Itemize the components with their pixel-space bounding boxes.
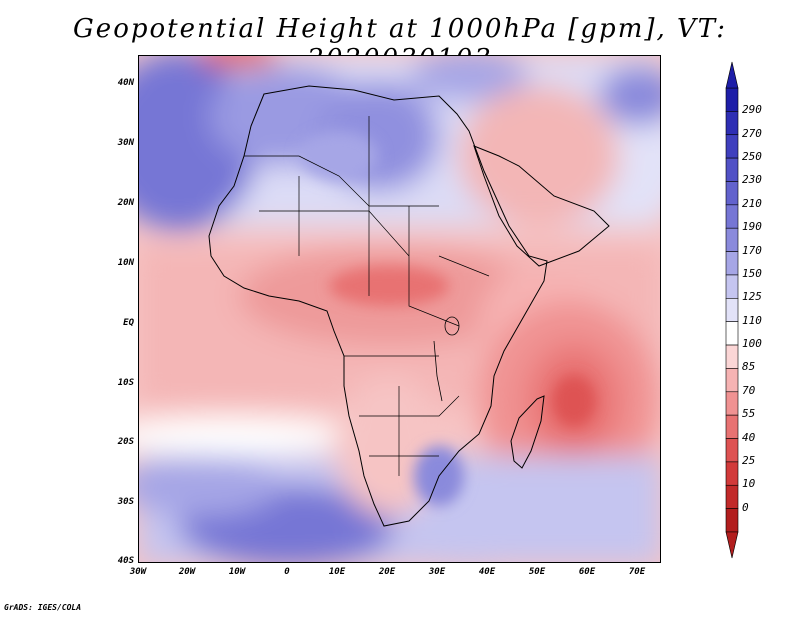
- lon-label-10w: 10W: [228, 567, 246, 577]
- lat-label-40n: 40N: [117, 78, 134, 88]
- colorbar-level-label: 0: [742, 500, 749, 514]
- colorbar-swatch: [725, 251, 739, 276]
- lat-label-20n: 20N: [117, 198, 134, 208]
- colorbar-level-label: 150: [742, 266, 762, 280]
- country-borders: [244, 116, 490, 476]
- madagascar-coastline: [510, 395, 545, 469]
- lon-label-20e: 20E: [378, 567, 396, 577]
- colorbar-swatch: [725, 321, 739, 346]
- colorbar: [725, 61, 739, 559]
- field-shading: [139, 56, 660, 562]
- lat-label-10s: 10S: [117, 378, 134, 388]
- lat-label-20s: 20S: [117, 437, 134, 447]
- colorbar-level-label: 55: [742, 407, 756, 421]
- colorbar-swatch: [725, 274, 739, 299]
- colorbar-swatch: [725, 181, 739, 206]
- africa-coastline: [208, 85, 548, 527]
- lon-label-70e: 70E: [628, 567, 646, 577]
- colorbar-swatch: [725, 227, 739, 252]
- field-detail: [299, 131, 596, 506]
- colorbar-level-label: 110: [742, 313, 762, 327]
- lat-label-eq: EQ: [123, 318, 134, 328]
- colorbar-swatch: [725, 157, 739, 182]
- colorbar-level-label: 210: [742, 196, 762, 210]
- lon-label-40e: 40E: [478, 567, 496, 577]
- colorbar-level-label: 170: [742, 243, 762, 257]
- lon-label-60e: 60E: [578, 567, 596, 577]
- colorbar-level-label: 190: [742, 220, 762, 234]
- arabia-coastline: [473, 145, 610, 267]
- colorbar-swatch: [725, 134, 739, 159]
- colorbar-level-label: 100: [742, 337, 762, 351]
- colorbar-level-label: 70: [742, 383, 756, 397]
- lat-label-30n: 30N: [117, 138, 134, 148]
- colorbar-swatch: [725, 414, 739, 439]
- colorbar-level-label: 10: [742, 477, 756, 491]
- colorbar-swatch: [725, 111, 739, 136]
- lat-label-40s: 40S: [117, 556, 134, 566]
- colorbar-swatch: [725, 461, 739, 486]
- lakes: [433, 316, 460, 402]
- colorbar-max-arrow: [725, 61, 739, 89]
- lon-label-10e: 10E: [328, 567, 346, 577]
- colorbar-swatch: [725, 87, 739, 112]
- colorbar-level-label: 290: [742, 103, 762, 117]
- lon-label-0: 0: [284, 567, 290, 577]
- lon-label-50e: 50E: [528, 567, 546, 577]
- colorbar-level-label: 40: [742, 430, 756, 444]
- colorbar-swatch: [725, 344, 739, 369]
- map-panel: [138, 55, 661, 563]
- colorbar-swatch: [725, 391, 739, 416]
- colorbar-level-label: 250: [742, 150, 762, 164]
- colorbar-swatch: [725, 484, 739, 509]
- colorbar-level-label: 230: [742, 173, 762, 187]
- lat-label-10n: 10N: [117, 258, 134, 268]
- colorbar-level-label: 125: [742, 290, 762, 304]
- colorbar-swatch: [725, 204, 739, 229]
- lat-label-30s: 30S: [117, 497, 134, 507]
- colorbar-swatch: [725, 298, 739, 322]
- lon-label-20w: 20W: [178, 567, 196, 577]
- colorbar-swatch: [725, 508, 739, 533]
- colorbar-swatch: [725, 368, 739, 393]
- colorbar-level-label: 85: [742, 360, 756, 374]
- colorbar-swatch: [725, 438, 739, 463]
- height-field-map: [139, 56, 660, 562]
- colorbar-level-label: 25: [742, 453, 756, 467]
- lon-label-30w: 30W: [129, 567, 147, 577]
- credit-text: GrADS: IGES/COLA: [4, 603, 82, 612]
- colorbar-level-label: 270: [742, 126, 762, 140]
- colorbar-min-arrow: [725, 531, 739, 559]
- lon-label-30e: 30E: [428, 567, 446, 577]
